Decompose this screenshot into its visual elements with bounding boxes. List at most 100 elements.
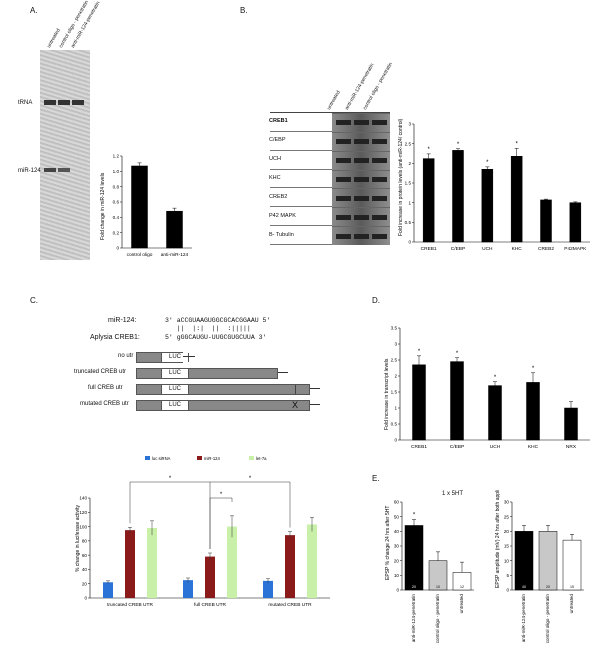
chart-a-ylabel: Fold change in miR-124 levels xyxy=(100,172,106,240)
blot-row-image xyxy=(332,150,390,170)
c-significance-star: * xyxy=(249,476,252,482)
e1-ytick-label: 10 xyxy=(394,573,400,578)
b-ytick-label: 2 xyxy=(408,161,411,166)
b-significance-star: * xyxy=(427,147,430,153)
e2-category-label: untreated xyxy=(569,594,574,614)
c-bracket xyxy=(129,481,211,549)
chart-c-ylabel: % change in luciferase activity xyxy=(75,505,81,572)
b-category-label: UCH xyxy=(482,246,493,252)
a-ytick-label: 0.6 xyxy=(113,200,120,205)
a-ytick-label: 0 xyxy=(116,246,119,251)
d-significance-star: * xyxy=(418,349,421,355)
e2-bar xyxy=(562,539,582,591)
e1-significance-star: * xyxy=(413,513,416,519)
e2-n-label: 40 xyxy=(522,585,526,589)
c-legend-label: miR-124 xyxy=(204,456,220,461)
e2-category-label: control oligo - penetratin xyxy=(545,594,550,644)
d-category-label: C/EBP xyxy=(450,444,464,450)
blot-band xyxy=(354,139,369,145)
construct-label-full: full CREB utr xyxy=(88,385,123,391)
e1-category-label: control oligo - penetratin xyxy=(435,594,440,644)
b-bar xyxy=(481,168,494,243)
blot-separator xyxy=(270,168,332,170)
d-category-label: KHC xyxy=(528,444,539,450)
c-bar xyxy=(183,580,193,598)
c-significance-star: * xyxy=(169,476,172,482)
c-bar xyxy=(147,528,157,598)
c-bar xyxy=(285,535,295,598)
chart-b-svg: Fold increase in protein levels (anti-mi… xyxy=(398,118,590,252)
construct-full: LUC xyxy=(136,384,310,395)
e2-ytick-label: 10 xyxy=(504,558,510,563)
blot-band xyxy=(372,195,387,201)
c-legend-label: luc siRNA xyxy=(152,456,171,461)
luc-box: LUC xyxy=(161,369,189,378)
panel-e-label: E. xyxy=(372,474,380,483)
d-ytick-label: 0 xyxy=(394,438,397,443)
b-category-label: CREB1 xyxy=(421,246,437,252)
e1-ytick-label: 30 xyxy=(394,544,400,549)
blot-band xyxy=(354,176,369,182)
b-category-label: C/EBP xyxy=(451,246,465,252)
blot-band xyxy=(354,233,369,239)
chart-d-ylabel: Fold increase in transcript levels xyxy=(384,358,390,430)
c-bracket xyxy=(209,497,233,549)
c-significance-star: * xyxy=(220,492,223,498)
chart-a-svg: Fold change in miR-124 levels 0 0.2 0.4 0.6… xyxy=(100,154,192,258)
e1-ytick-label: 40 xyxy=(394,529,400,534)
d-bar xyxy=(564,407,578,441)
e2-ytick-label: 5 xyxy=(506,573,509,578)
construct-label-no-utr: no utr xyxy=(118,353,134,359)
c-ytick-label: 40 xyxy=(82,567,88,572)
a-ytick-label: 0.2 xyxy=(113,230,120,235)
b-ytick-label: 3 xyxy=(408,122,411,127)
construct-mutated: LUC X xyxy=(136,400,310,411)
e2-ytick-label: 15 xyxy=(504,544,510,549)
blot-band xyxy=(336,139,351,145)
lane-label-b-1: untreated xyxy=(326,89,342,111)
blot-band xyxy=(372,214,387,220)
c-ytick-label: 140 xyxy=(79,496,87,501)
panel-a-label: A. xyxy=(30,6,38,15)
d-ytick-label: 2.5 xyxy=(391,358,398,363)
blot-row-label: KHC xyxy=(269,175,281,181)
d-bar xyxy=(526,382,540,441)
blot-row-label: B- Tubulin xyxy=(269,231,294,238)
e1-bar xyxy=(404,525,424,591)
a-category-label: control oligo xyxy=(127,252,153,258)
blot-band xyxy=(336,214,351,220)
e2-ytick-label: 0 xyxy=(506,588,509,593)
blot-band xyxy=(354,120,369,126)
creb-label: Aplysia CREB1: xyxy=(90,334,140,341)
construct-label-truncated: truncated CREB utr xyxy=(74,369,127,375)
e1-n-label: 10 xyxy=(436,585,440,589)
blot-band xyxy=(336,158,351,164)
e2-ytick-label: 20 xyxy=(504,529,510,534)
b-category-label: KHC xyxy=(512,246,523,252)
b-bar xyxy=(540,199,552,243)
blot-band xyxy=(336,120,351,126)
b-significance-star: * xyxy=(515,141,518,147)
northern-blot-image xyxy=(40,50,90,260)
blot-row-image xyxy=(332,188,390,208)
band-label-trna: tRNA xyxy=(18,100,33,106)
blot-row-label: P42 MAPK xyxy=(269,212,296,219)
e2-n-label: 15 xyxy=(570,585,574,589)
c-legend-label: let-7a xyxy=(256,456,267,461)
c-category-label: mutated CREB UTR xyxy=(268,602,312,608)
d-significance-star: * xyxy=(456,351,459,357)
chart-d-svg: Fold increase in transcript levels 0 0.5 1… xyxy=(384,326,590,450)
d-category-label: CREB1 xyxy=(411,444,427,450)
construct-no-utr: LUC xyxy=(136,352,189,363)
e2-category-label: anti-miR-124-penetratin xyxy=(521,594,526,643)
blot-band xyxy=(336,176,351,182)
chart-e1-ylabel: EPSP % change 24 hrs after 5HT xyxy=(385,506,391,580)
luc-box: LUC xyxy=(161,385,189,394)
e1-bar xyxy=(428,560,448,591)
b-category-label: P42MAPK xyxy=(564,246,587,252)
a-ytick-label: 1.2 xyxy=(113,154,120,159)
e1-n-label: 20 xyxy=(412,585,416,589)
c-ytick-label: 60 xyxy=(82,553,88,558)
b-bar xyxy=(422,158,435,243)
d-ytick-label: 2 xyxy=(394,374,397,379)
